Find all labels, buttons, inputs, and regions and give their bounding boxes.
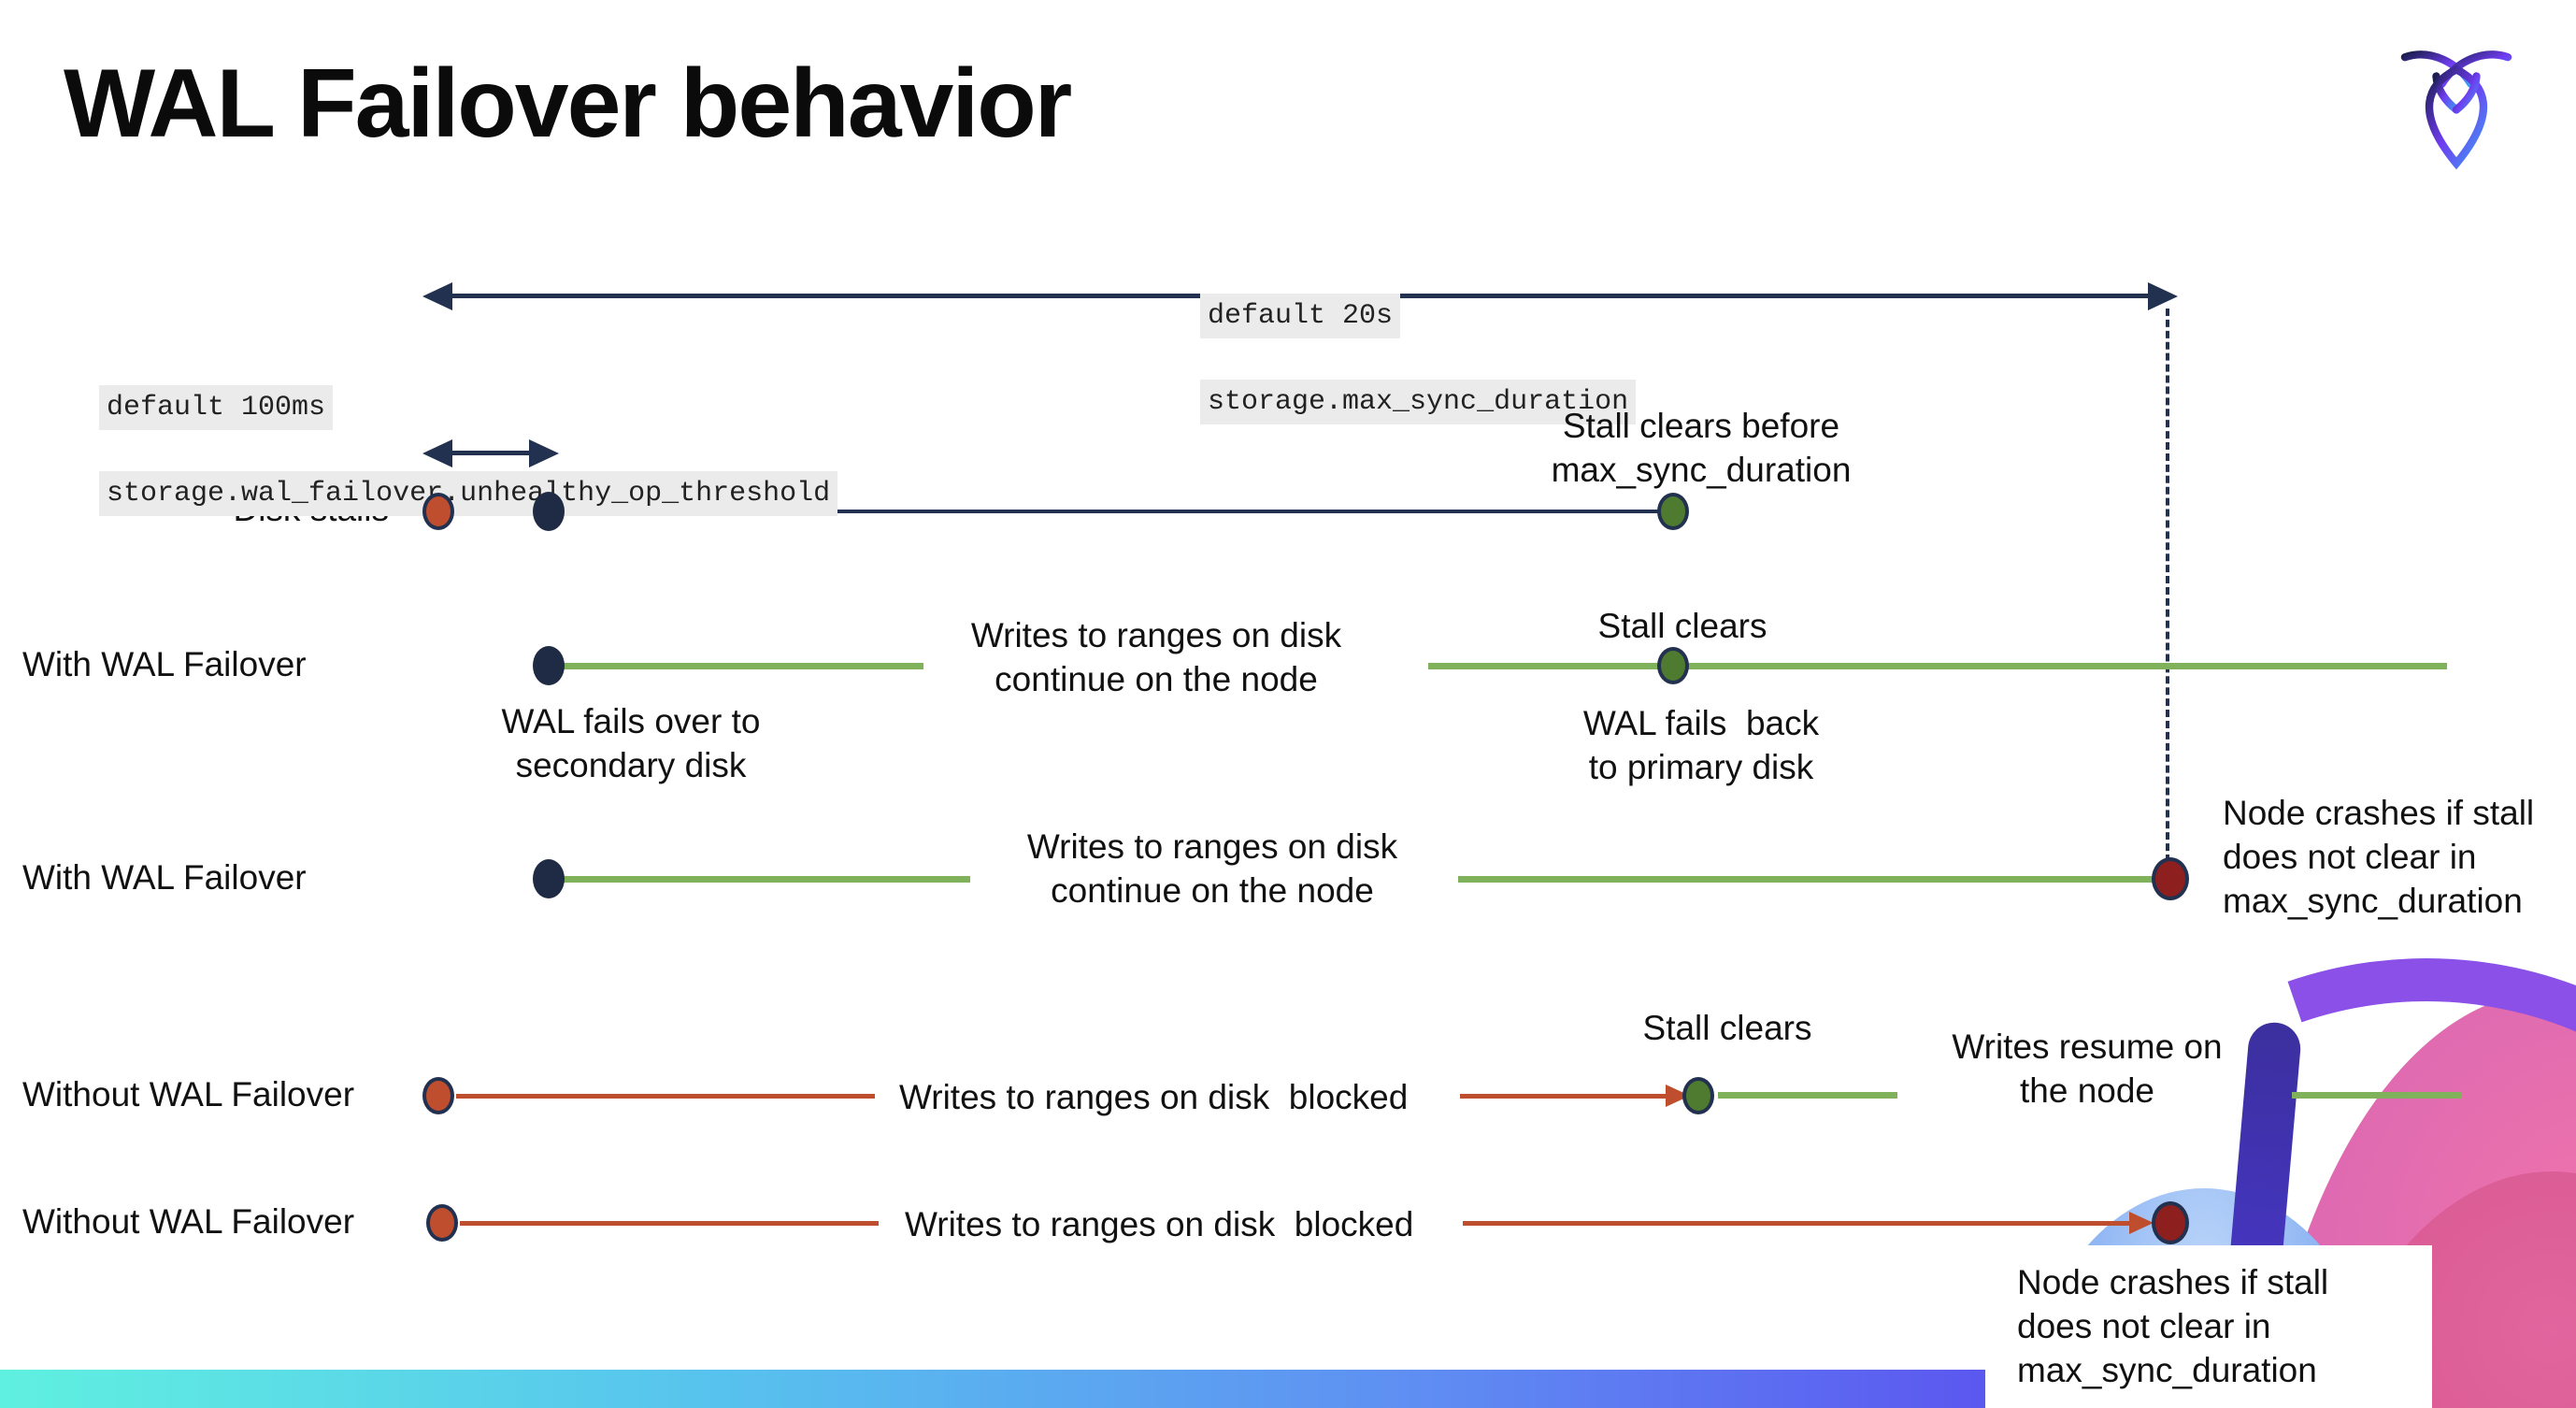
node-crashes-annotation-2: Node crashes if stall does not clear in … [2017, 1263, 2329, 1389]
writes-blocked-annotation-2: Writes to ranges on disk blocked [905, 1205, 1414, 1243]
row-label-without-wal-failover-1: Without WAL Failover [22, 1075, 355, 1113]
threshold-reached-dot [533, 492, 565, 531]
writes-resume-annotation: Writes resume on the node [1952, 1027, 2223, 1110]
stall-start-dot-row5 [426, 1204, 458, 1242]
stall-clears-annotation-1: Stall clears [1597, 607, 1767, 645]
writes-continue-line-1a [561, 663, 923, 669]
writes-continue-annotation-1: Writes to ranges on disk continue on the… [970, 616, 1342, 698]
small-arrow-left-icon [422, 439, 452, 467]
stall-clears-annotation-2: Stall clears [1642, 1009, 1812, 1047]
unhealthy-op-setting: storage.wal_failover.unhealthy_op_thresh… [99, 471, 838, 516]
writes-blocked-line-1a [456, 1094, 875, 1099]
writes-blocked-annotation-1: Writes to ranges on disk blocked [899, 1078, 1409, 1116]
node-crash-dot-row5 [2152, 1201, 2189, 1244]
failover-dot-row2 [533, 646, 565, 685]
writes-continue-line-2b [1458, 876, 2157, 883]
row-label-without-wal-failover-2: Without WAL Failover [22, 1202, 355, 1241]
writes-resume-line-1a [1718, 1092, 1897, 1099]
small-arrow-right-icon [529, 439, 559, 467]
stall-clears-dot-row1 [1657, 493, 1689, 530]
wal-fails-back-annotation: WAL fails back to primary disk [1582, 704, 1820, 786]
arrow-right-icon [2148, 282, 2178, 310]
writes-blocked-line-1b [1460, 1094, 1677, 1099]
cockroachdb-logo-icon [2398, 45, 2514, 170]
max-sync-default: default 20s [1200, 294, 1401, 338]
writes-blocked-line-2b [1463, 1221, 2140, 1226]
max-sync-duration-label: default 20s storage.max_sync_duration [1133, 252, 1637, 466]
stall-clears-before-annotation: Stall clears before max_sync_duration [1551, 407, 1852, 489]
disk-stall-start-dot [422, 493, 454, 530]
node-crash-dot-row3 [2152, 857, 2189, 900]
writes-resume-line-1b [2292, 1092, 2462, 1099]
row-label-with-wal-failover-2: With WAL Failover [22, 858, 307, 897]
unhealthy-op-threshold-label: default 100ms storage.wal_failover.unhea… [32, 344, 838, 557]
failover-dot-row3 [533, 859, 565, 898]
page-title: WAL Failover behavior [64, 50, 1072, 158]
node-crashes-callout-box [1985, 1245, 2432, 1408]
unhealthy-op-default: default 100ms [99, 385, 334, 430]
wal-fails-over-annotation: WAL fails over to secondary disk [501, 702, 761, 784]
writes-blocked-line-2a [460, 1221, 879, 1226]
max-sync-setting: storage.max_sync_duration [1200, 380, 1637, 424]
writes-continue-line-1b [1428, 663, 2447, 669]
stall-clears-dot-row2 [1657, 647, 1689, 684]
writes-continue-annotation-2: Writes to ranges on disk continue on the… [1026, 827, 1398, 910]
red-arrowhead-icon-2 [2129, 1212, 2154, 1234]
stall-start-dot-row4 [422, 1077, 454, 1114]
arrow-left-icon [422, 282, 452, 310]
row-label-with-wal-failover-1: With WAL Failover [22, 645, 307, 683]
stall-clears-dot-row4 [1682, 1077, 1714, 1114]
unhealthy-op-threshold-arrow-line [437, 451, 548, 455]
writes-continue-line-2a [561, 876, 970, 883]
max-sync-deadline-dashed-line [2166, 309, 2169, 862]
disk-stalls-timeline [454, 510, 1673, 513]
node-crashes-annotation-1: Node crashes if stall does not clear in … [2223, 794, 2535, 920]
